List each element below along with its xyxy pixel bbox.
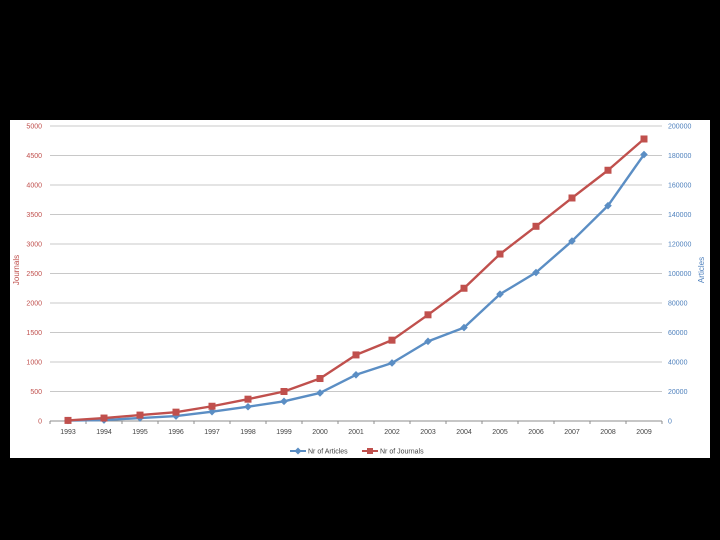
data-point <box>316 389 324 397</box>
left-axis-ticks: 0 500 1000 1500 2000 2500 3000 3500 4000 4500 5000 <box>26 124 42 426</box>
data-point <box>244 395 252 403</box>
data-point <box>172 408 180 416</box>
data-point <box>568 237 576 245</box>
legend-label-articles: Nr of Articles <box>308 449 348 456</box>
left-axis-title: Journals <box>12 255 21 285</box>
data-point <box>532 222 540 230</box>
data-point <box>604 166 612 174</box>
x-tick-label: 1997 <box>204 429 220 436</box>
data-point <box>244 402 252 411</box>
right-tick-label: 60000 <box>668 330 688 337</box>
data-point <box>172 412 180 420</box>
x-tick-label: 2005 <box>492 429 508 436</box>
data-point <box>496 290 504 298</box>
series-nr-of-journals <box>64 135 648 424</box>
chart-panel: 0 500 1000 1500 2000 2500 3000 3500 4000 4500 5000… <box>10 120 710 458</box>
legend-item-articles: Nr of Articles <box>290 447 348 456</box>
data-point <box>532 268 540 277</box>
left-tick-label: 1000 <box>26 360 42 367</box>
right-tick-label: 160000 <box>668 183 691 190</box>
data-point <box>640 135 648 143</box>
x-tick-label: 1998 <box>240 429 256 436</box>
data-point <box>388 336 396 344</box>
left-tick-label: 4500 <box>26 153 42 160</box>
data-point <box>280 388 288 395</box>
left-tick-label: 500 <box>30 389 42 396</box>
data-point <box>424 311 432 319</box>
left-tick-label: 3000 <box>26 242 42 249</box>
left-tick-label: 5000 <box>26 124 42 131</box>
data-point <box>100 414 108 422</box>
series-nr-of-articles <box>64 150 648 425</box>
x-tick-label: 1993 <box>60 429 76 436</box>
data-point <box>352 370 360 379</box>
data-point <box>136 411 144 419</box>
data-point <box>208 402 216 410</box>
left-tick-label: 0 <box>38 419 42 426</box>
x-tick-label: 2003 <box>420 429 436 436</box>
right-tick-label: 140000 <box>668 212 691 219</box>
x-tick-label: 1994 <box>96 429 112 436</box>
x-tick-label: 2007 <box>564 429 580 436</box>
right-tick-label: 0 <box>668 419 672 426</box>
x-tick-label: 1999 <box>276 429 292 436</box>
x-tick-label: 2002 <box>384 429 400 436</box>
x-tick-label: 1995 <box>132 429 148 436</box>
x-tick-label: 2000 <box>312 429 328 436</box>
legend: Nr of Articles Nr of Journals <box>290 447 424 456</box>
left-tick-label: 4000 <box>26 183 42 190</box>
right-tick-label: 120000 <box>668 242 691 249</box>
right-tick-label: 200000 <box>668 124 691 131</box>
right-axis-title: Articles <box>697 257 706 283</box>
data-point <box>64 416 72 424</box>
right-tick-label: 20000 <box>668 389 688 396</box>
right-tick-label: 180000 <box>668 153 691 160</box>
right-axis-ticks: 0 20000 40000 60000 80000 100000 120000 140000 1… <box>668 124 691 426</box>
gridlines <box>50 125 662 422</box>
series-line <box>67 153 645 422</box>
legend-marker-articles <box>294 447 302 455</box>
x-tick-label: 2008 <box>600 429 616 436</box>
x-tick-label: 2009 <box>636 429 652 436</box>
data-point <box>460 323 468 332</box>
left-tick-label: 1500 <box>26 330 42 337</box>
x-tick-label: 2001 <box>348 429 364 436</box>
data-point <box>280 397 288 406</box>
left-tick-label: 2000 <box>26 301 42 308</box>
right-tick-label: 100000 <box>668 271 691 278</box>
left-tick-label: 3500 <box>26 212 42 219</box>
line-chart: 0 500 1000 1500 2000 2500 3000 3500 4000 4500 5000… <box>12 124 706 456</box>
x-tick-label: 1996 <box>168 429 184 436</box>
data-point <box>640 150 648 159</box>
x-axis-ticks: 1993 1994 1995 1996 1997 1998 1999 2000 2001 2002… <box>49 421 663 436</box>
data-point <box>316 375 324 383</box>
right-tick-label: 80000 <box>668 301 688 308</box>
x-tick-label: 2004 <box>456 429 472 436</box>
legend-marker-journals <box>367 448 373 454</box>
data-point <box>568 194 576 202</box>
legend-item-journals: Nr of Journals <box>362 448 424 456</box>
series-group <box>64 135 648 425</box>
data-point <box>388 359 396 367</box>
data-point <box>460 284 468 292</box>
legend-label-journals: Nr of Journals <box>380 449 424 456</box>
data-point <box>604 201 612 210</box>
data-point <box>496 250 504 258</box>
data-point <box>424 337 432 346</box>
data-point <box>208 407 216 416</box>
right-tick-label: 40000 <box>668 360 688 367</box>
x-tick-label: 2006 <box>528 429 544 436</box>
left-tick-label: 2500 <box>26 271 42 278</box>
data-point <box>352 351 360 359</box>
